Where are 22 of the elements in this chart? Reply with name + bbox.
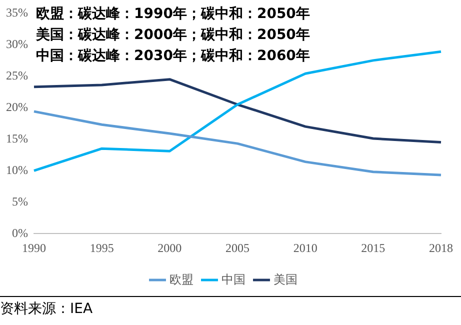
y-tick-label: 20% xyxy=(6,100,28,114)
x-tick-label: 2010 xyxy=(293,240,318,255)
y-tick-label: 25% xyxy=(6,68,28,82)
x-tick-label: 2000 xyxy=(158,240,182,255)
x-tick-label: 1990 xyxy=(22,240,46,255)
y-tick-label: 10% xyxy=(6,162,28,177)
annotation: 美国：碳达峰：2000年；碳中和：2050年 xyxy=(34,26,310,43)
y-tick-label: 35% xyxy=(6,5,28,20)
legend-label: 中国 xyxy=(222,272,246,286)
y-tick-label: 5% xyxy=(12,194,28,208)
y-tick-label: 15% xyxy=(6,131,28,146)
y-tick-label: 30% xyxy=(6,36,28,51)
text: 资料来源：IEA xyxy=(0,296,461,318)
annotation: 中国：碳达峰：2030年；碳中和：2060年 xyxy=(36,48,310,64)
y-tick-label: 0% xyxy=(12,226,28,240)
x-tick-label: 2018 xyxy=(429,240,453,255)
legend-label: 美国 xyxy=(274,272,298,286)
x-tick-label: 2005 xyxy=(226,240,250,255)
x-tick-label: 1995 xyxy=(90,240,114,255)
annotation: 欧盟：碳达峰：1990年；碳中和：2050年 xyxy=(36,6,310,22)
x-tick-label: 2015 xyxy=(361,240,386,255)
legend-label: 欧盟 xyxy=(170,272,194,286)
